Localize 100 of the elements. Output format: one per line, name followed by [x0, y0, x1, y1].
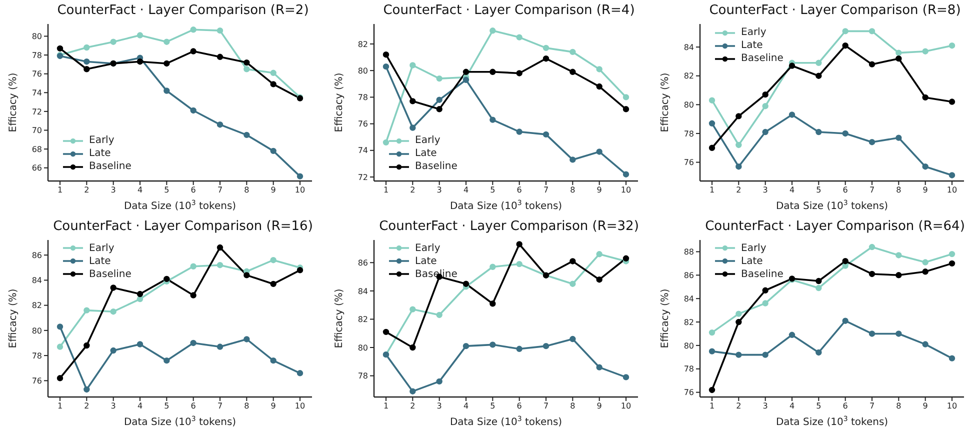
x-tick-label: 7	[543, 186, 549, 195]
x-tick-label: 7	[869, 186, 875, 195]
y-tick-label: 78	[358, 371, 368, 380]
x-tick-label: 5	[490, 401, 496, 410]
x-tick-label: 2	[736, 401, 742, 410]
y-tick-label: 82	[358, 314, 368, 324]
x-tick-label: 1	[57, 401, 63, 410]
x-tick-label: 9	[922, 401, 928, 410]
y-tick-label: 80	[358, 342, 368, 352]
x-tick-label: 7	[869, 401, 875, 410]
y-axis-title: Efficacy (%)	[334, 288, 345, 348]
x-tick-label: 3	[762, 401, 768, 410]
chart-title: CounterFact · Layer Comparison (R=16)	[52, 218, 314, 236]
y-tick-label: 78	[684, 129, 694, 138]
x-tick-label: 3	[110, 401, 116, 410]
y-axis-title: Efficacy (%)	[8, 288, 19, 348]
legend-label: Early	[415, 242, 440, 254]
x-axis-title: Data Size (10$^{3}$ tokens)	[776, 414, 888, 428]
y-tick-label: 82	[684, 317, 694, 326]
y-tick-label: 78	[358, 93, 368, 102]
chart-title: CounterFact · Layer Comparison (R=64)	[704, 218, 966, 236]
y-tick-label: 80	[684, 340, 694, 350]
x-tick-label: 3	[110, 186, 116, 195]
y-tick-label: 68	[32, 144, 42, 154]
legend-label: Early	[741, 26, 766, 39]
x-tick-label: 2	[736, 186, 742, 195]
x-tick-label: 7	[217, 186, 223, 195]
legend-label: Late	[741, 254, 763, 268]
x-tick-label: 6	[190, 186, 196, 195]
y-tick-label: 80	[32, 32, 42, 42]
x-tick-label: 10	[946, 186, 958, 195]
legend-label: Early	[415, 134, 440, 147]
x-tick-label: 5	[164, 186, 170, 195]
y-tick-label: 88	[684, 247, 694, 256]
x-tick-label: 7	[543, 401, 549, 410]
legend-label: Late	[741, 39, 763, 52]
x-tick-label: 6	[842, 401, 848, 410]
y-tick-label: 76	[684, 388, 694, 397]
x-tick-label: 6	[842, 186, 848, 195]
x-axis-title: Data Size (10$^{3}$ tokens)	[450, 199, 562, 212]
chart-title: CounterFact · Layer Comparison (R=2)	[56, 2, 310, 20]
y-tick-label: 80	[32, 326, 42, 335]
x-tick-label: 10	[946, 401, 958, 410]
x-tick-label: 8	[896, 186, 902, 195]
y-tick-label: 76	[684, 158, 694, 168]
legend-label: Early	[741, 242, 766, 254]
x-tick-label: 1	[383, 401, 389, 410]
x-axis-title: Data Size (10$^{3}$ tokens)	[124, 199, 236, 212]
y-tick-label: 76	[358, 120, 368, 129]
y-tick-label: 84	[358, 286, 368, 296]
x-tick-label: 9	[270, 401, 276, 410]
y-tick-label: 86	[358, 258, 368, 267]
legend-label: Baseline	[741, 268, 784, 280]
x-tick-label: 5	[164, 401, 170, 410]
x-tick-label: 8	[244, 401, 250, 410]
x-tick-label: 2	[410, 186, 416, 195]
x-tick-label: 10	[620, 401, 632, 410]
x-tick-label: 1	[57, 186, 63, 195]
legend-label: Late	[89, 254, 111, 268]
y-axis-title: Efficacy (%)	[334, 72, 345, 132]
legend-label: Early	[89, 134, 114, 147]
y-tick-label: 82	[358, 40, 368, 49]
y-tick-label: 78	[32, 350, 42, 360]
x-tick-label: 10	[620, 186, 632, 195]
y-tick-label: 74	[358, 146, 368, 156]
legend-label: Late	[89, 147, 111, 160]
y-tick-label: 72	[32, 107, 42, 116]
legend-label: Late	[415, 254, 437, 268]
y-tick-label: 74	[32, 88, 42, 98]
x-tick-label: 1	[709, 186, 715, 195]
y-tick-label: 70	[32, 126, 42, 136]
x-tick-label: 8	[570, 186, 576, 195]
y-tick-label: 78	[32, 50, 42, 60]
x-tick-label: 2	[410, 401, 416, 410]
x-tick-label: 4	[137, 186, 143, 195]
legend-label: Late	[415, 147, 437, 160]
y-axis-title: Efficacy (%)	[660, 288, 671, 348]
x-tick-label: 5	[816, 401, 822, 410]
x-tick-label: 4	[789, 186, 795, 195]
y-axis-title: Efficacy (%)	[8, 72, 19, 132]
chart-title: CounterFact · Layer Comparison (R=32)	[378, 218, 640, 236]
y-tick-label: 76	[32, 376, 42, 386]
y-tick-label: 86	[684, 270, 694, 280]
x-axis-title: Data Size (10$^{3}$ tokens)	[124, 414, 236, 428]
legend-label: Baseline	[415, 160, 458, 173]
x-tick-label: 2	[84, 186, 90, 195]
x-tick-label: 3	[436, 401, 442, 410]
x-tick-label: 8	[570, 401, 576, 410]
x-tick-label: 4	[463, 186, 469, 195]
x-tick-label: 2	[84, 401, 90, 410]
y-tick-label: 76	[32, 70, 42, 79]
y-tick-label: 78	[684, 364, 694, 374]
y-tick-label: 86	[32, 250, 42, 260]
chart-title: CounterFact · Layer Comparison (R=4)	[382, 2, 636, 20]
x-tick-label: 1	[383, 186, 389, 195]
x-axis-title: Data Size (10$^{3}$ tokens)	[776, 199, 888, 212]
x-tick-label: 8	[244, 186, 250, 195]
x-tick-label: 9	[922, 186, 928, 195]
y-tick-label: 82	[684, 72, 694, 81]
x-tick-label: 4	[137, 401, 143, 410]
